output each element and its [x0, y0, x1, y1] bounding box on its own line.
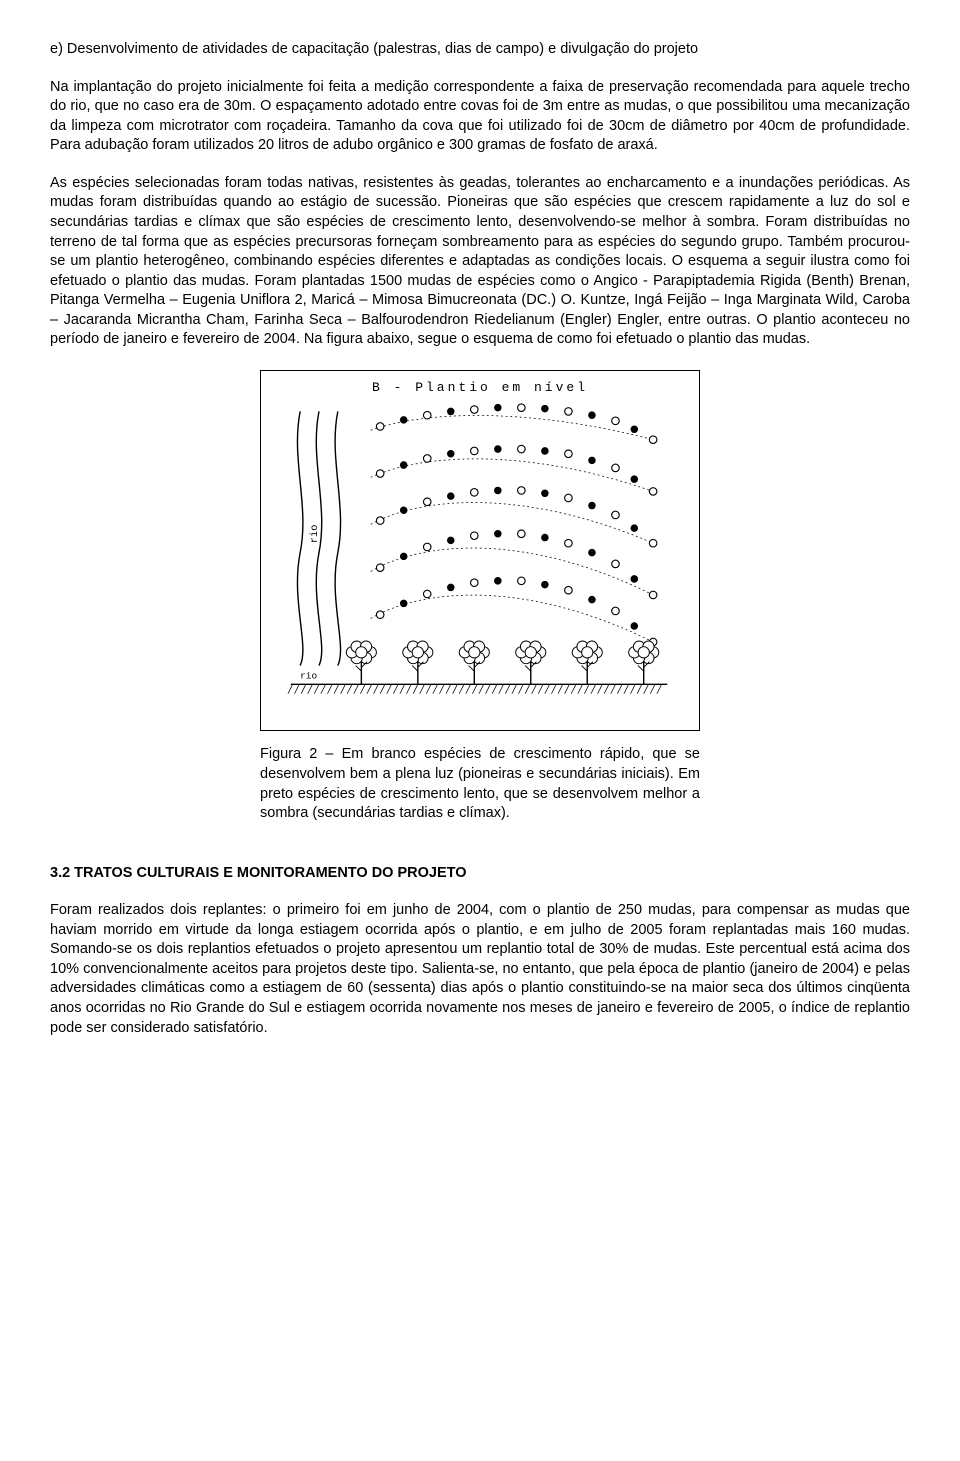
- paragraph-species: As espécies selecionadas foram todas nat…: [50, 174, 910, 350]
- paragraph-replanting: Foram realizados dois replantes: o prime…: [50, 901, 910, 1038]
- paragraph-e: e) Desenvolvimento de atividades de capa…: [50, 40, 910, 60]
- figure-frame: B - Plantio em nível rio rio: [260, 370, 700, 732]
- figure-container: B - Plantio em nível rio rio Figura 2 – E…: [260, 370, 700, 824]
- figure-title: B - Plantio em nível: [269, 379, 691, 397]
- svg-text:rio: rio: [300, 671, 317, 682]
- paragraph-implantation: Na implantação do projeto inicialmente f…: [50, 78, 910, 156]
- figure-caption: Figura 2 – Em branco espécies de crescim…: [260, 745, 700, 823]
- planting-diagram: rio rio: [269, 402, 689, 722]
- heading-3-2: 3.2 TRATOS CULTURAIS E MONITORAMENTO DO …: [50, 864, 910, 884]
- svg-text:rio: rio: [309, 525, 321, 544]
